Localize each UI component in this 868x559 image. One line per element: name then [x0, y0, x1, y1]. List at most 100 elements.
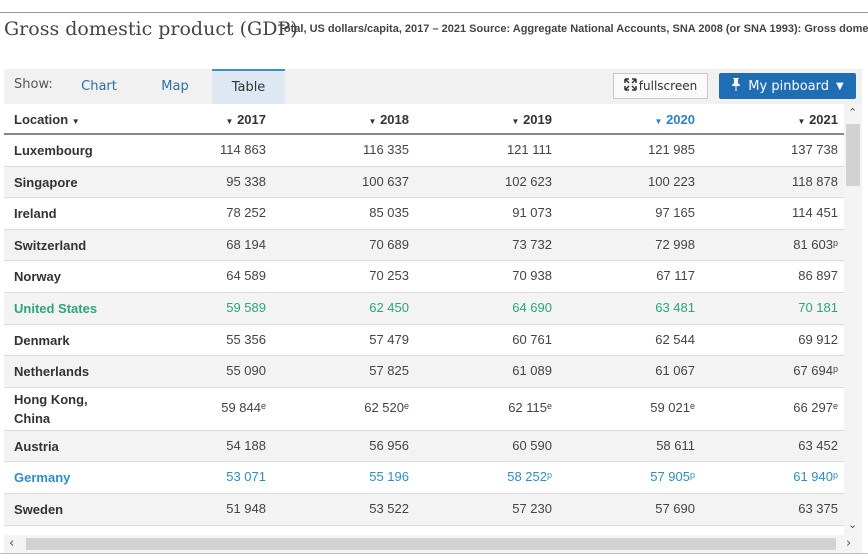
tab-table[interactable]: Table: [212, 69, 285, 104]
year-header-2019[interactable]: ▼ 2019: [511, 112, 552, 127]
value-cell-2018: 56 956: [369, 437, 409, 453]
value-flag: p: [832, 364, 838, 375]
value-cell-2017: 64 589: [226, 268, 266, 284]
value-cell-2018: 57 825: [369, 363, 409, 379]
value-cell-2018: 62 450: [369, 299, 409, 315]
table-row: Denmark 55 356 57 479 60 761 62 544 69 912: [4, 325, 844, 357]
location-name: Hong Kong, China: [14, 391, 88, 426]
value-cell-2019: 60 590: [512, 437, 552, 453]
page-title: Gross domestic product (GDP): [4, 18, 298, 40]
location-name: Netherlands: [14, 364, 90, 380]
value-flag: e: [546, 400, 552, 411]
value-cell-2019: 73 732: [512, 236, 552, 252]
location-name: Sweden: [14, 501, 64, 517]
value-flag: e: [689, 400, 695, 411]
page-subtitle: Total, US dollars/capita, 2017 – 2021 So…: [278, 23, 868, 35]
scroll-left-icon[interactable]: ‹: [9, 536, 15, 551]
tab-chart[interactable]: Chart: [81, 79, 117, 94]
value-cell-2017: 54 188: [226, 437, 266, 453]
sort-icon: ▼: [368, 117, 377, 126]
sort-icon: ▼: [71, 117, 80, 126]
table-row: Germany 53 071 55 196 58 252p 57 905p 61 940p: [4, 462, 844, 494]
vertical-scrollbar[interactable]: ⌃ ⌄: [844, 104, 862, 535]
fullscreen-label: fullscreen: [638, 79, 698, 93]
value-cell-2020: 62 544: [655, 331, 695, 347]
location-name: Luxembourg: [14, 143, 93, 158]
value-cell-2017: 59 844e: [221, 399, 266, 415]
value-cell-2019: 70 938: [512, 268, 552, 284]
value-cell-2020: 58 611: [656, 437, 695, 453]
vertical-scroll-thumb[interactable]: [846, 124, 860, 186]
value-cell-2018: 85 035: [369, 205, 409, 221]
value-cell-2019: 57 230: [512, 500, 552, 516]
scroll-up-icon[interactable]: ⌃: [848, 106, 858, 119]
value-cell-2020: 100 223: [648, 173, 695, 189]
value-cell-2020: 57 690: [655, 500, 695, 516]
table-row: Sweden 51 948 53 522 57 230 57 690 63 375: [4, 493, 844, 526]
sort-icon: ▼: [797, 117, 806, 126]
horizontal-scroll-thumb[interactable]: [26, 538, 836, 550]
value-cell-2021: 81 603p: [793, 236, 838, 252]
value-cell-2021: 86 897: [798, 268, 838, 284]
show-label: Show:: [14, 77, 53, 92]
year-header-2020[interactable]: ▼ 2020: [654, 112, 695, 127]
value-cell-2018: 55 196: [369, 469, 409, 485]
value-cell-2021: 67 694p: [793, 363, 838, 379]
my-pinboard-button[interactable]: My pinboard ▼: [719, 73, 856, 99]
table-row: Ireland 78 252 85 035 91 073 97 165 114 451: [4, 198, 844, 230]
value-cell-2021: 70 181: [798, 299, 838, 315]
fullscreen-button[interactable]: fullscreen: [613, 73, 708, 99]
location-name: Singapore: [14, 174, 78, 190]
horizontal-scrollbar[interactable]: ‹ ›: [4, 535, 862, 553]
value-flag: p: [689, 470, 695, 481]
scroll-down-icon[interactable]: ⌄: [848, 518, 858, 531]
caret-down-icon: ▼: [835, 80, 844, 92]
location-name: Denmark: [14, 332, 70, 348]
value-flag: p: [546, 470, 552, 481]
value-cell-2020: 59 021e: [650, 399, 695, 415]
table-row: Switzerland 68 194 70 689 73 732 72 998 81 60…: [4, 229, 844, 262]
value-cell-2021: 114 451: [791, 205, 838, 221]
value-flag: p: [832, 237, 838, 248]
table-row: Hong Kong, China 59 844e 62 520e 62 115e 59 …: [4, 388, 844, 431]
location-name: Norway: [14, 269, 61, 285]
value-flag: e: [260, 400, 266, 411]
value-cell-2021: 63 375: [798, 500, 838, 516]
location-name: Austria: [14, 438, 59, 454]
table-row: United States 59 589 62 450 64 690 63 481 70 …: [4, 292, 844, 325]
value-cell-2017: 51 948: [226, 500, 266, 516]
year-header-2017[interactable]: ▼ 2017: [225, 112, 266, 127]
value-cell-2017: 78 252: [226, 205, 266, 221]
table-header: Location ▼ ▼ 2017 ▼ 2018 ▼ 2019 ▼ 2020 ▼…: [4, 104, 844, 135]
value-cell-2020: 97 165: [655, 205, 695, 221]
value-cell-2019: 61 089: [512, 363, 552, 379]
top-divider: [0, 12, 868, 13]
gdp-table: Location ▼ ▼ 2017 ▼ 2018 ▼ 2019 ▼ 2020 ▼…: [4, 104, 844, 526]
year-header-2021[interactable]: ▼ 2021: [797, 112, 838, 127]
value-flag: e: [403, 400, 409, 411]
year-header-2018[interactable]: ▼ 2018: [368, 112, 409, 127]
value-cell-2017: 114 863: [219, 142, 266, 157]
value-cell-2017: 68 194: [226, 236, 266, 252]
location-name: United States: [14, 300, 98, 316]
value-cell-2021: 118 878: [791, 173, 838, 189]
view-toolbar: Show: Chart Map Table fullscreen My pinb…: [4, 69, 862, 104]
value-cell-2019: 64 690: [512, 299, 552, 315]
value-cell-2020: 61 067: [655, 363, 695, 379]
value-cell-2019: 60 761: [512, 331, 552, 347]
value-cell-2018: 116 335: [362, 142, 409, 157]
table-row: Singapore 95 338 100 637 102 623 100 223 118 …: [4, 166, 844, 199]
pushpin-icon: [731, 77, 741, 95]
location-name: Germany: [14, 470, 71, 486]
bottom-divider: [0, 553, 868, 554]
location-header[interactable]: Location ▼: [14, 112, 80, 127]
scroll-right-icon[interactable]: ›: [846, 536, 852, 551]
value-cell-2018: 53 522: [369, 500, 409, 516]
tab-map[interactable]: Map: [161, 79, 189, 94]
value-cell-2020: 121 985: [648, 142, 695, 157]
value-cell-2017: 95 338: [226, 173, 266, 189]
value-cell-2020: 72 998: [655, 236, 695, 252]
value-cell-2017: 53 071: [226, 469, 266, 485]
sort-icon: ▼: [225, 117, 234, 126]
value-flag: p: [832, 470, 838, 481]
